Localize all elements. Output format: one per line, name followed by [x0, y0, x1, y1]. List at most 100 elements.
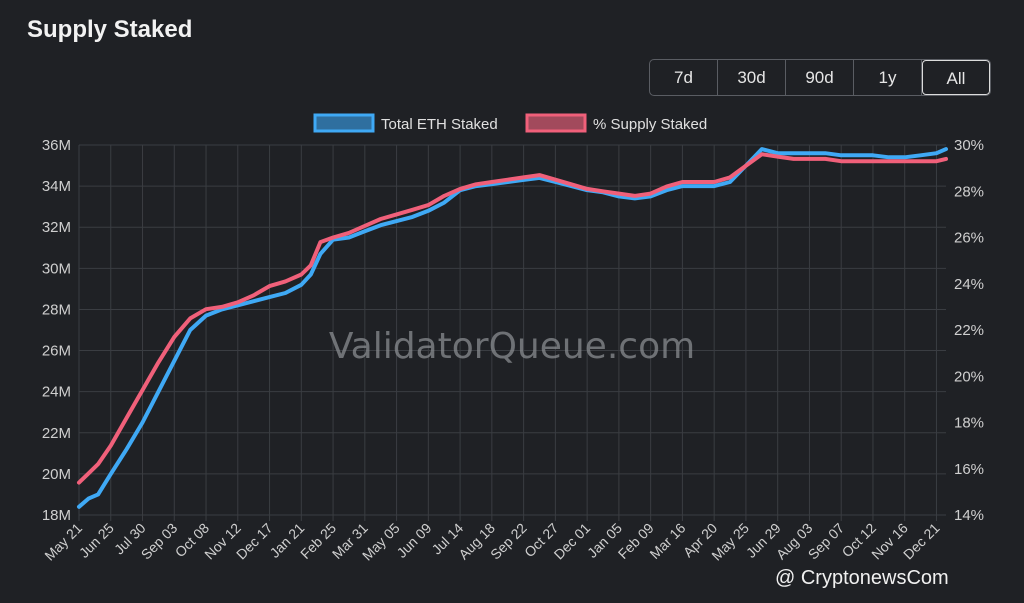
point-supply-staked — [395, 213, 398, 216]
point-supply-staked — [189, 317, 191, 320]
x-tick-label: Dec 01 — [551, 520, 594, 563]
point-supply-staked — [649, 192, 652, 195]
point-supply-staked — [78, 481, 80, 484]
point-total-eth-staked — [205, 314, 207, 317]
point-total-eth-staked — [87, 497, 90, 500]
y-right-tick-label: 28% — [954, 183, 984, 200]
point-supply-staked — [411, 208, 414, 211]
point-supply-staked — [872, 160, 874, 162]
point-supply-staked — [729, 176, 731, 179]
point-supply-staked — [157, 361, 160, 364]
point-supply-staked — [236, 301, 239, 304]
point-supply-staked — [522, 176, 525, 179]
point-total-eth-staked — [888, 156, 890, 159]
y-left-tick-label: 30M — [42, 260, 71, 277]
point-total-eth-staked — [824, 152, 827, 155]
point-supply-staked — [745, 165, 747, 167]
y-right-tick-label: 24% — [954, 276, 984, 293]
y-right-tick-label: 26% — [954, 230, 984, 247]
point-supply-staked — [776, 155, 779, 158]
point-total-eth-staked — [319, 253, 322, 255]
point-total-eth-staked — [236, 304, 239, 307]
point-supply-staked — [792, 158, 795, 160]
legend-supply-staked-swatch — [525, 113, 587, 133]
point-total-eth-staked — [141, 421, 144, 424]
point-supply-staked — [125, 417, 128, 419]
point-supply-staked — [205, 308, 207, 310]
point-total-eth-staked — [761, 148, 763, 150]
point-total-eth-staked — [633, 197, 636, 200]
point-supply-staked — [97, 463, 99, 465]
point-supply-staked — [840, 160, 842, 162]
x-tick-label: May 21 — [41, 520, 85, 564]
x-tick-label: Sep 07 — [805, 520, 848, 563]
y-left-tick-label: 28M — [42, 301, 71, 318]
y-left-tick-label: 26M — [42, 343, 71, 360]
point-supply-staked — [888, 160, 890, 162]
point-supply-staked — [554, 178, 557, 181]
page-title: Supply Staked — [27, 16, 193, 43]
point-supply-staked — [506, 178, 509, 181]
point-total-eth-staked — [872, 154, 874, 157]
validatorqueue-watermark: ValidatorQueue.com — [329, 326, 695, 367]
range-90d-button[interactable]: 90d — [786, 60, 854, 95]
point-total-eth-staked — [109, 473, 112, 475]
point-total-eth-staked — [189, 329, 191, 331]
point-total-eth-staked — [945, 148, 947, 150]
y-right-tick-label: 22% — [954, 322, 984, 339]
point-supply-staked — [319, 241, 322, 243]
y-left-tick-label: 34M — [42, 178, 71, 195]
point-supply-staked — [808, 158, 811, 160]
y-right-tick-label: 16% — [954, 461, 984, 478]
point-total-eth-staked — [300, 283, 303, 286]
y-left-tick-label: 32M — [42, 219, 71, 236]
point-supply-staked — [665, 185, 668, 188]
point-total-eth-staked — [903, 156, 906, 159]
point-supply-staked — [443, 195, 446, 197]
point-total-eth-staked — [840, 154, 842, 157]
point-total-eth-staked — [522, 179, 525, 181]
point-supply-staked — [427, 204, 430, 206]
y-right-tick-label: 30% — [954, 137, 984, 154]
y-left-tick-label: 18M — [42, 507, 71, 524]
point-supply-staked — [824, 158, 827, 160]
y-right-tick-label: 18% — [954, 415, 984, 432]
point-supply-staked — [475, 183, 477, 186]
x-tick-label: Jun 09 — [393, 520, 434, 561]
point-supply-staked — [284, 280, 287, 283]
point-total-eth-staked — [665, 189, 668, 192]
point-supply-staked — [173, 336, 176, 338]
x-tick-label: Jun 25 — [76, 520, 117, 561]
point-supply-staked — [586, 188, 588, 190]
point-supply-staked — [252, 294, 255, 297]
point-total-eth-staked — [649, 195, 652, 198]
point-total-eth-staked — [252, 300, 255, 303]
point-total-eth-staked — [348, 236, 350, 239]
range-1y-button[interactable]: 1y — [854, 60, 922, 95]
point-supply-staked — [379, 218, 382, 220]
x-tick-label: Dec 21 — [900, 520, 943, 563]
point-supply-staked — [919, 160, 922, 162]
point-supply-staked — [109, 444, 112, 447]
series-line-total-eth-staked — [77, 147, 948, 509]
legend-total-eth-staked-swatch — [313, 113, 375, 133]
point-supply-staked — [618, 192, 620, 195]
point-supply-staked — [221, 306, 223, 308]
x-tick-label: Dec 17 — [233, 520, 276, 563]
point-supply-staked — [332, 236, 334, 239]
point-total-eth-staked — [364, 230, 366, 233]
point-supply-staked — [681, 181, 684, 183]
point-supply-staked — [935, 160, 938, 162]
point-supply-staked — [538, 174, 541, 176]
x-tick-label: Sep 22 — [487, 520, 530, 563]
range-30d-button[interactable]: 30d — [718, 60, 786, 95]
range-7d-button[interactable]: 7d — [650, 60, 718, 95]
point-supply-staked — [491, 181, 493, 183]
point-supply-staked — [348, 232, 350, 234]
point-total-eth-staked — [427, 209, 430, 212]
point-total-eth-staked — [681, 185, 684, 187]
x-tick-label: Sep 03 — [138, 520, 181, 563]
range-all-button[interactable]: All — [922, 60, 990, 95]
point-supply-staked — [87, 472, 90, 475]
